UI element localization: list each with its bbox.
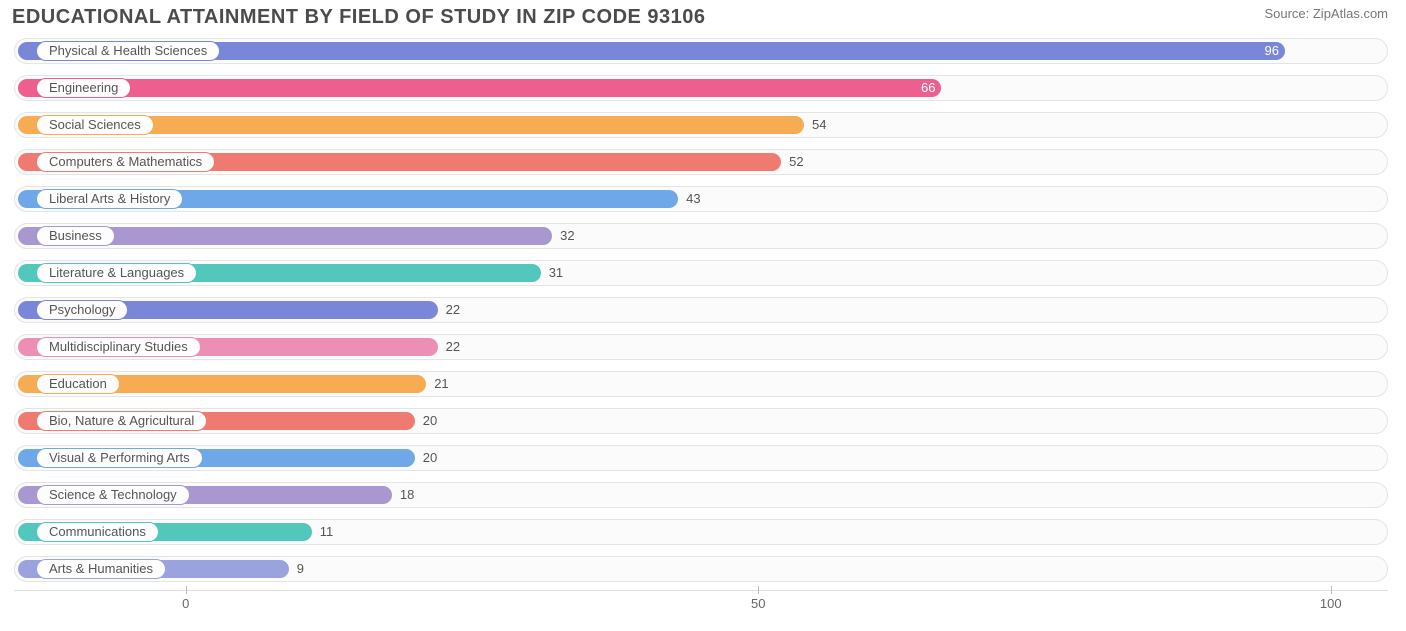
value-label: 32 (560, 226, 574, 246)
bar-row: Literature & Languages 31 (14, 257, 1388, 289)
value-label: 31 (549, 263, 563, 283)
category-pill: Physical & Health Sciences (36, 41, 220, 61)
bar-row: Physical & Health Sciences 96 (14, 35, 1388, 67)
bar-row: Business 32 (14, 220, 1388, 252)
category-pill: Education (36, 374, 120, 394)
category-pill: Engineering (36, 78, 131, 98)
value-label: 11 (320, 522, 334, 542)
bar-row: Psychology 22 (14, 294, 1388, 326)
category-pill: Business (36, 226, 115, 246)
bar-row: Multidisciplinary Studies 22 (14, 331, 1388, 363)
axis-tick-label: 100 (1320, 596, 1342, 611)
chart-area: Physical & Health Sciences 96 Engineering 6… (0, 33, 1406, 585)
bar-row: Engineering 66 (14, 72, 1388, 104)
category-pill: Bio, Nature & Agricultural (36, 411, 207, 431)
value-label: 54 (812, 115, 826, 135)
bar-row: Computers & Mathematics 52 (14, 146, 1388, 178)
bar-row: Social Sciences 54 (14, 109, 1388, 141)
value-label: 66 (907, 78, 935, 98)
chart-source: Source: ZipAtlas.com (1264, 6, 1388, 21)
category-pill: Computers & Mathematics (36, 152, 215, 172)
axis-tick-label: 0 (182, 596, 189, 611)
category-pill: Multidisciplinary Studies (36, 337, 201, 357)
bar-row: Education 21 (14, 368, 1388, 400)
axis-tick-label: 50 (751, 596, 765, 611)
axis-tick (186, 586, 187, 594)
value-label: 22 (446, 300, 460, 320)
chart-title: EDUCATIONAL ATTAINMENT BY FIELD OF STUDY… (12, 6, 706, 29)
value-label: 52 (789, 152, 803, 172)
category-pill: Social Sciences (36, 115, 154, 135)
bar-row: Arts & Humanities 9 (14, 553, 1388, 585)
axis-tick (758, 586, 759, 594)
category-pill: Science & Technology (36, 485, 190, 505)
category-pill: Visual & Performing Arts (36, 448, 203, 468)
category-pill: Communications (36, 522, 159, 542)
category-pill: Psychology (36, 300, 128, 320)
category-pill: Liberal Arts & History (36, 189, 183, 209)
bar-row: Visual & Performing Arts 20 (14, 442, 1388, 474)
value-label: 20 (423, 448, 437, 468)
category-pill: Arts & Humanities (36, 559, 166, 579)
value-label: 18 (400, 485, 414, 505)
value-label: 20 (423, 411, 437, 431)
value-label: 43 (686, 189, 700, 209)
bar-row: Bio, Nature & Agricultural 20 (14, 405, 1388, 437)
bar (18, 79, 941, 97)
value-label: 21 (434, 374, 448, 394)
value-label: 96 (1251, 41, 1279, 61)
value-label: 22 (446, 337, 460, 357)
axis-line (14, 590, 1388, 591)
axis-tick (1331, 586, 1332, 594)
chart-header: EDUCATIONAL ATTAINMENT BY FIELD OF STUDY… (0, 0, 1406, 33)
x-axis: 0 50 100 (14, 590, 1388, 618)
value-label: 9 (297, 559, 304, 579)
bar-row: Science & Technology 18 (14, 479, 1388, 511)
category-pill: Literature & Languages (36, 263, 197, 283)
bar-row: Liberal Arts & History 43 (14, 183, 1388, 215)
bar-row: Communications 11 (14, 516, 1388, 548)
